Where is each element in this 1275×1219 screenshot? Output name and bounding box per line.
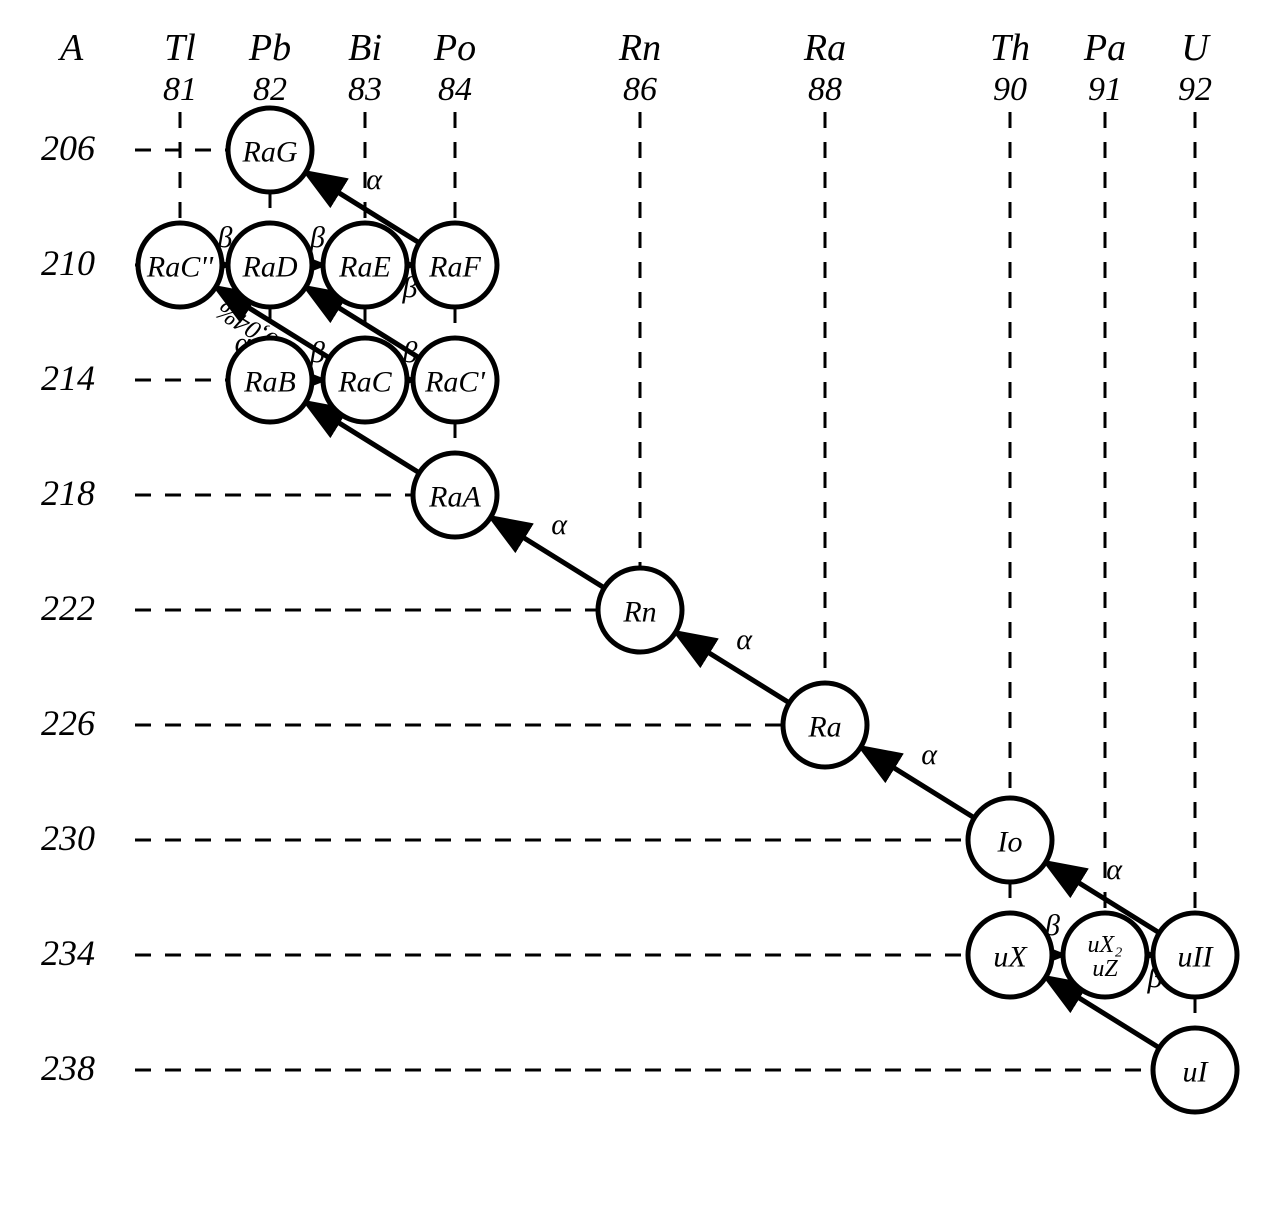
nuclide-node: Rn [598,568,682,652]
atomic-number: 92 [1178,71,1212,108]
mass-number: 218 [41,473,95,513]
nuclide-label: uX [993,941,1028,974]
nuclide-node: RaC [323,338,407,422]
nuclide-node: uX₂uZ [1063,913,1147,997]
mass-number: 234 [41,933,95,973]
decay-type-label: α [736,623,753,656]
column-labels: A Tl81 Pb82 Bi83 Po84 Rn86 Ra88 Th90 Pa91 U92 [57,27,1212,108]
mass-number: 230 [41,818,95,858]
axis-label: A [57,27,84,69]
atomic-number: 81 [163,71,197,108]
decay-type-label: α [366,163,383,196]
element-symbol: Rn [618,27,661,69]
nuclide-label: RaE [338,251,391,284]
element-symbol: U [1181,27,1211,69]
nuclide-node: RaF [413,223,497,307]
nuclide-label: uI [1183,1056,1210,1089]
decay-type-label: α [1106,853,1123,886]
nuclide-label: Ra [807,711,841,744]
nuclide-node: uX [968,913,1052,997]
atomic-number: 82 [253,71,287,108]
mass-number: 238 [41,1048,95,1088]
nuclide-node: RaC'' [138,223,222,307]
element-symbol: Th [990,27,1030,69]
element-symbol: Bi [348,27,382,69]
mass-number: 206 [41,128,95,168]
nuclide-label: RaA [428,481,481,514]
row-labels: 206 210 214 218 222 226 230 234 238 [41,128,95,1088]
nuclide-node: RaE [323,223,407,307]
nuclide-label: RaD [242,251,298,284]
decay-arrow [676,632,790,703]
nuclide-label: RaB [243,366,296,399]
decay-type-label: α [921,738,938,771]
decay-type-label: α [551,508,568,541]
element-symbol: Po [433,27,476,69]
nuclide-label: uX₂uZ [1087,932,1122,982]
nuclide-node: uI [1153,1028,1237,1112]
nuclide-label: RaC'' [146,251,214,284]
nuclide-node: uII [1153,913,1237,997]
nuclide-label: RaC [337,366,392,399]
element-symbol: Pa [1083,27,1126,69]
atomic-number: 88 [808,71,842,108]
element-symbol: Pb [248,27,291,69]
nuclide-label: RaC' [424,366,485,399]
nodes: RaG RaC'' RaD RaE RaF RaB RaC RaC' RaA Rn Ra Io uX uX… [138,108,1237,1112]
nuclide-label: uII [1178,941,1215,974]
nuclide-node: RaD [228,223,312,307]
atomic-number: 86 [623,71,657,108]
nuclide-node: Ra [783,683,867,767]
nuclide-node: RaB [228,338,312,422]
mass-number: 222 [41,588,95,628]
mass-number: 214 [41,358,95,398]
mass-number: 210 [41,243,95,283]
nuclide-label: RaF [428,251,481,284]
element-symbol: Tl [164,27,196,69]
nuclide-node: RaG [228,108,312,192]
atomic-number: 83 [348,71,382,108]
nuclide-label: Io [997,826,1023,859]
decay-arrow [491,517,605,588]
atomic-number: 90 [993,71,1027,108]
nuclide-node: RaA [413,453,497,537]
element-symbol: Ra [803,27,846,69]
atomic-number: 84 [438,71,472,108]
nuclide-node: Io [968,798,1052,882]
nuclide-label: RaG [242,136,298,169]
mass-number: 226 [41,703,95,743]
decay-chain-diagram: ATl81Pb82Bi83Po84Rn86Ra88Th90Pa91U922062… [0,0,1275,1219]
atomic-number: 91 [1088,71,1122,108]
nuclide-node: RaC' [413,338,497,422]
nuclide-label: Rn [622,596,656,629]
decay-arrow [861,747,975,818]
